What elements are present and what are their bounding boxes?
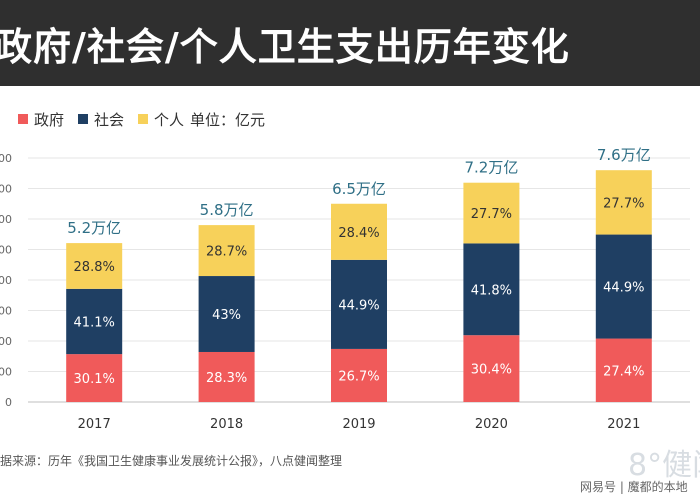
watermark-text: 网易号 | 魔都的本地 — [580, 480, 688, 494]
watermark-logo: 8°健闻 — [628, 448, 700, 483]
bar-segment — [66, 243, 123, 289]
y-tick-label: 000 — [0, 366, 12, 379]
segment-label: 30.4% — [471, 363, 512, 378]
segment-label: 41.1% — [74, 315, 115, 330]
legend-swatch-personal — [138, 114, 149, 124]
x-category-label: 2017 — [78, 417, 111, 432]
y-tick-label: 0 — [5, 396, 12, 409]
bar-segment — [595, 234, 652, 339]
segment-label: 44.9% — [338, 298, 379, 313]
legend-item-society: 社会 — [78, 109, 124, 130]
bar-segment — [595, 170, 652, 235]
segment-label: 30.1% — [74, 372, 115, 387]
bar-segment — [198, 225, 255, 277]
segment-label: 26.7% — [338, 369, 379, 384]
title-bar: 政府/社会/个人卫生支出历年变化 — [0, 0, 700, 86]
x-category-label: 2018 — [210, 417, 243, 432]
y-tick-label: 000 — [0, 152, 12, 165]
x-category-label: 2019 — [342, 417, 375, 432]
y-tick-label: 000 — [0, 244, 12, 257]
legend-label-government: 政府 — [34, 110, 65, 129]
segment-label: 44.9% — [603, 281, 644, 296]
total-label: 7.2万亿 — [464, 159, 518, 177]
y-tick-label: 000 — [0, 213, 12, 226]
segment-label: 28.8% — [74, 260, 115, 275]
segment-label: 27.7% — [471, 207, 512, 222]
total-label: 7.6万亿 — [597, 146, 651, 164]
segment-label: 41.8% — [471, 283, 512, 298]
total-label: 5.2万亿 — [67, 219, 121, 237]
total-label: 5.8万亿 — [200, 201, 254, 219]
legend: 政府 社会 个人 单位：亿元 — [18, 108, 279, 130]
y-tick-label: 000 — [0, 183, 12, 196]
bar-segment — [66, 354, 123, 402]
y-tick-label: 000 — [0, 274, 12, 287]
bar-segment — [198, 276, 255, 352]
x-category-label: 2021 — [607, 417, 640, 432]
bar-segment — [331, 203, 387, 260]
bar-segment — [463, 335, 520, 402]
chart-title: 政府/社会/个人卫生支出历年变化 — [0, 25, 570, 69]
segment-label: 28.4% — [338, 226, 379, 241]
total-label: 6.5万亿 — [332, 180, 386, 198]
segment-label: 43% — [212, 308, 241, 323]
segment-label: 27.4% — [603, 364, 644, 379]
bar-segment — [463, 243, 520, 336]
legend-swatch-government — [18, 114, 28, 124]
legend-label-personal: 个人 — [154, 110, 185, 129]
bar-segment — [595, 338, 652, 402]
x-category-label: 2020 — [475, 417, 508, 432]
bar-segment — [331, 348, 387, 402]
stacked-bar-chart: 000000000000000000000000030.1%41.1%28.8%… — [0, 146, 690, 432]
legend-item-personal: 个人 单位：亿元 — [138, 109, 265, 130]
bar-segment — [463, 182, 520, 244]
legend-swatch-society — [78, 114, 89, 124]
y-tick-label: 000 — [0, 335, 12, 348]
bar-segment — [66, 288, 123, 355]
bar-segment — [198, 351, 255, 402]
segment-label: 28.7% — [206, 245, 247, 260]
legend-unit: 单位：亿元 — [190, 110, 266, 129]
y-tick-label: 000 — [0, 305, 12, 318]
source-note: 据来源：历年《我国卫生健康事业发展统计公报》，八点健闻整理 — [0, 454, 343, 468]
segment-label: 28.3% — [206, 371, 247, 386]
legend-label-society: 社会 — [94, 110, 125, 129]
segment-label: 27.7% — [603, 196, 644, 211]
bar-segment — [331, 259, 387, 349]
legend-item-government: 政府 — [18, 109, 64, 130]
